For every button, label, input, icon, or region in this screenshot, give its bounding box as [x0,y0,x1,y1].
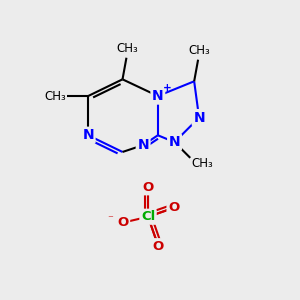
Text: N: N [169,135,180,149]
Text: ⁻: ⁻ [107,215,113,225]
Text: O: O [153,240,164,253]
Text: CH₃: CH₃ [117,42,138,56]
Text: O: O [168,201,179,214]
Text: Cl: Cl [141,210,155,223]
Text: +: + [163,83,172,93]
Text: O: O [117,216,129,229]
Text: N: N [82,128,94,142]
Text: N: N [137,138,149,152]
Text: CH₃: CH₃ [191,157,213,170]
Text: CH₃: CH₃ [44,89,66,103]
Text: N: N [152,89,164,103]
Text: O: O [142,181,154,194]
Text: CH₃: CH₃ [188,44,210,57]
Text: N: N [193,111,205,124]
